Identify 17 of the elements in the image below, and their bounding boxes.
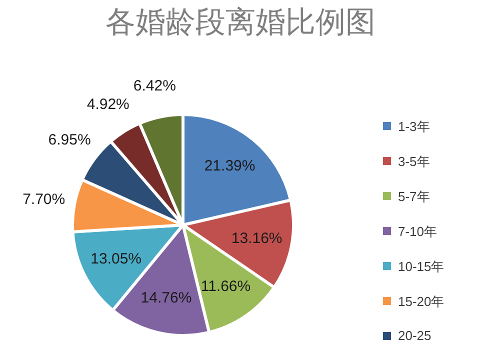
data-label: 13.05% xyxy=(90,250,142,268)
legend-label: 10-15年 xyxy=(398,258,444,276)
data-label: 4.92% xyxy=(86,96,130,114)
chart-title: 各婚龄段离婚比例图 xyxy=(104,4,376,42)
data-label: 14.76% xyxy=(140,289,192,306)
data-label: 11.66% xyxy=(200,278,251,295)
legend-label: 1-3年 xyxy=(398,118,430,136)
data-label: 6.95% xyxy=(48,132,91,149)
legend-label: 5-7年 xyxy=(398,188,430,206)
legend-label: 3-5年 xyxy=(398,153,430,171)
data-label: 6.42% xyxy=(133,78,176,95)
data-label: 7.70% xyxy=(22,190,66,208)
legend-label: 15-20年 xyxy=(398,293,444,311)
legend-label: 20-25 xyxy=(398,328,432,343)
data-label: 21.39% xyxy=(204,157,256,174)
data-label: 13.16% xyxy=(231,230,282,248)
legend-label: 7-10年 xyxy=(398,223,438,241)
